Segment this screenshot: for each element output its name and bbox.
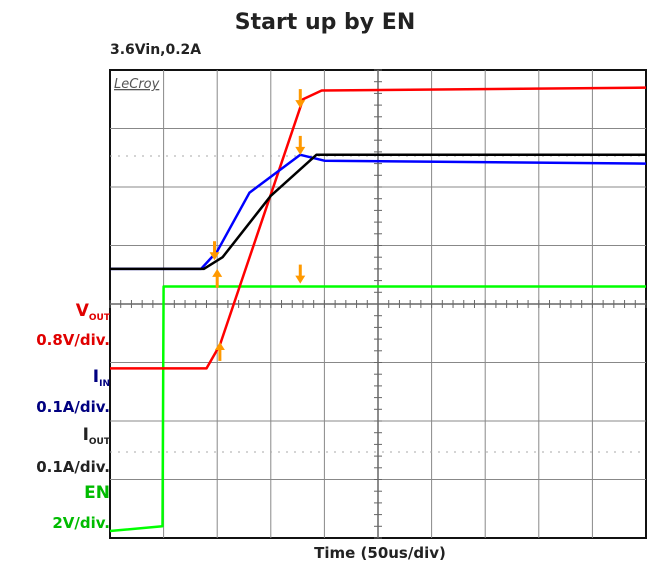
label-iin: IIN <box>93 367 110 389</box>
trace-en <box>109 285 646 533</box>
chart-title: Start up by EN <box>234 10 416 35</box>
grid <box>109 69 647 539</box>
cursor-marker-head <box>212 268 223 277</box>
cursor-marker-head <box>295 275 306 284</box>
markers <box>209 89 306 361</box>
iin-subscript: IN <box>99 379 110 389</box>
x-axis-label: Time (50us/div) <box>314 544 446 562</box>
cursor-marker-head <box>209 252 220 261</box>
iout-subscript: OUT <box>88 437 110 447</box>
label-vout: VOUT <box>76 301 110 323</box>
scale-iin: 0.1A/div. <box>36 398 110 416</box>
label-iout: IOUT <box>83 425 110 447</box>
cursor-marker-head <box>214 341 225 350</box>
trace-iout <box>110 153 646 271</box>
iin-symbol: I <box>92 367 100 387</box>
scale-vout: 0.8V/div. <box>36 331 110 349</box>
cursor-marker-head <box>295 100 306 109</box>
label-en: EN <box>84 483 110 503</box>
scale-iout: 0.1A/div. <box>36 458 110 476</box>
lecroy-logo: LeCroy <box>114 77 160 92</box>
iout-symbol: I <box>82 425 89 445</box>
scale-en: 2V/div. <box>52 514 110 532</box>
cursor-marker-head <box>295 146 306 155</box>
vout-symbol: V <box>75 301 89 321</box>
en-symbol: EN <box>84 483 110 503</box>
traces <box>109 86 647 533</box>
vout-subscript: OUT <box>88 313 110 323</box>
chart-subtitle: 3.6Vin,0.2A <box>110 42 202 58</box>
trace-vout <box>110 86 647 370</box>
